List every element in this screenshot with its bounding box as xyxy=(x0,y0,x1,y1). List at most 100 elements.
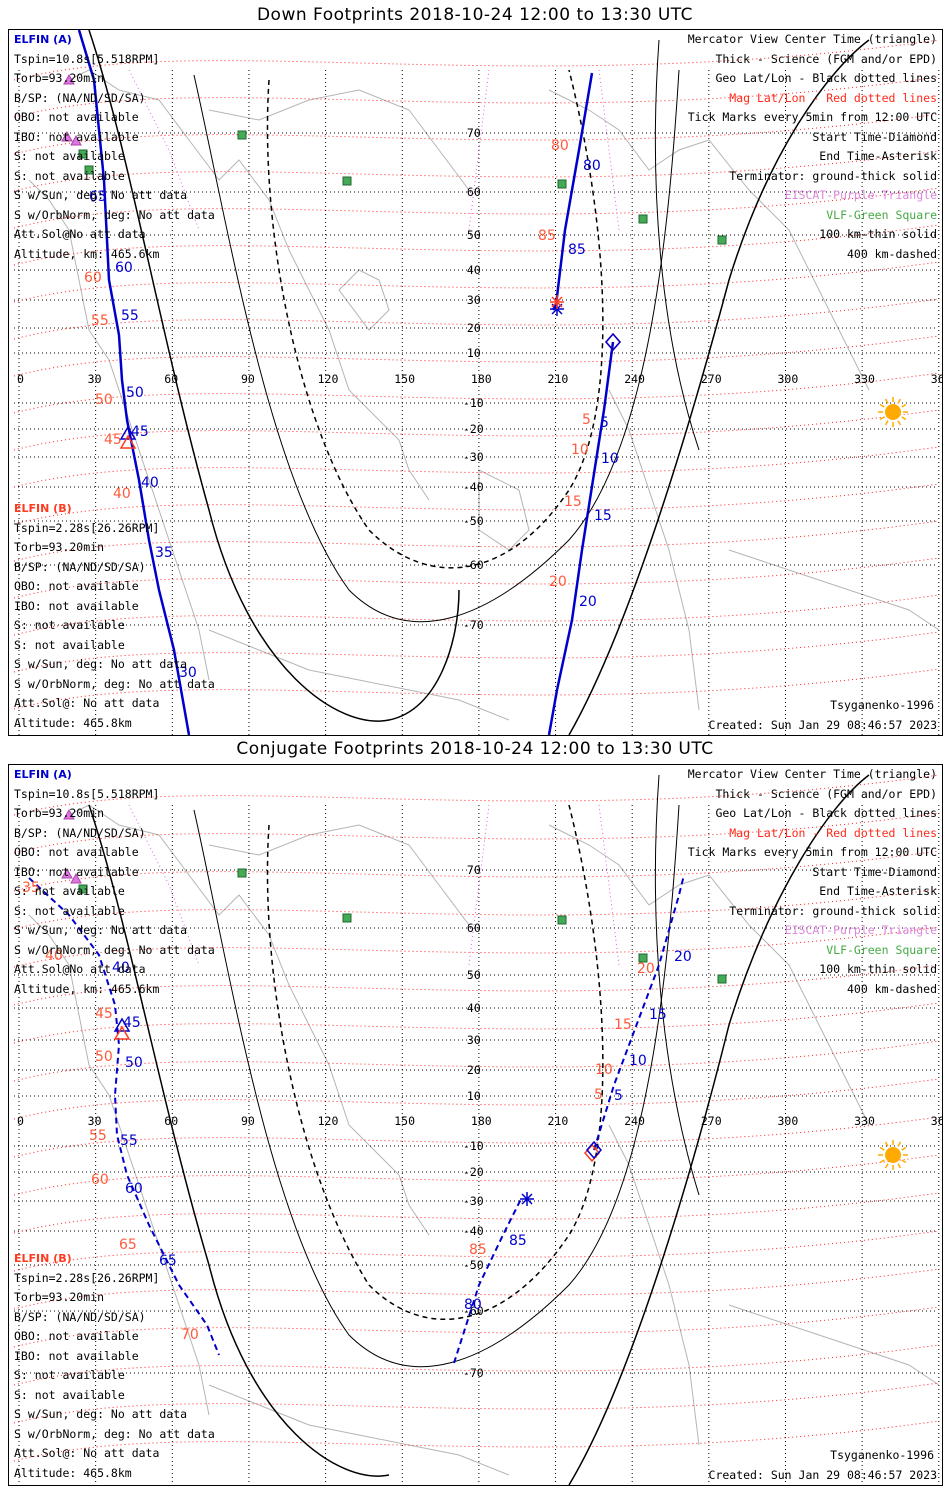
lat-label: -20 xyxy=(463,1165,484,1179)
lat-label: 10 xyxy=(467,1089,481,1103)
tick-label: 5 xyxy=(614,1088,623,1104)
terminator-100km xyxy=(193,69,680,623)
legend-item: Start Time-Diamond xyxy=(812,129,937,144)
tick-label: 20 xyxy=(674,949,692,965)
elfin-b-line: Tspin=2.28s[26.26RPM] xyxy=(14,1270,160,1285)
legend-item: Geo Lat/Lon - Black dotted lines xyxy=(715,806,937,820)
terminator-400km xyxy=(266,69,604,569)
vlf-station-marker xyxy=(342,913,352,923)
lat-label: 70 xyxy=(467,126,481,140)
elfin-b-line: S: not available xyxy=(14,618,125,632)
coastline xyxy=(338,269,390,331)
tick-label: 35 xyxy=(22,880,40,896)
lat-label: -50 xyxy=(463,514,484,528)
tick-label: 15 xyxy=(614,1017,632,1033)
lon-label: 330 xyxy=(854,372,875,386)
coastline xyxy=(208,89,470,191)
coastline xyxy=(68,69,430,501)
lon-label: 270 xyxy=(701,1114,722,1128)
tick-label: 20 xyxy=(549,574,567,590)
legend-item: Thick - Science (FGM and/or EPD) xyxy=(715,51,937,66)
elfin-b-line: Att.Sol@: No att data xyxy=(14,696,160,710)
elfin-a-header: ELFIN (A) xyxy=(14,768,72,781)
lon-label: 60 xyxy=(164,1114,178,1128)
elfin-a-line: S w/Sun, deg: No att data xyxy=(14,188,188,202)
tick-label: 60 xyxy=(115,260,133,276)
elfin-b-line: S w/Sun, deg: No att data xyxy=(14,1407,188,1421)
elfin-a-line: S: not available xyxy=(14,168,125,183)
elfin-a-line: Torb=93.20min xyxy=(14,71,105,85)
tick-label: 70 xyxy=(181,1327,199,1343)
lon-label: 150 xyxy=(394,1114,415,1128)
elfin-b-line: Torb=93.20min xyxy=(14,1290,105,1304)
center-time-triangle xyxy=(119,434,137,449)
lon-label: 330 xyxy=(854,1114,875,1128)
legend-item: Mag Lat/Lon - Red dotted lines xyxy=(729,90,937,105)
lat-label: -20 xyxy=(463,422,484,436)
elfin-a-line: S: not available xyxy=(14,903,125,918)
elfin-a-line: Tspin=10.8s[5.518RPM] xyxy=(14,51,160,66)
lon-label: 0 xyxy=(17,372,24,386)
coastline xyxy=(548,89,870,391)
tick-label: 55 xyxy=(91,313,109,329)
tick-label: 65 xyxy=(89,189,107,205)
lat-label: -10 xyxy=(463,1139,484,1153)
legend-item: 400 km-dashed xyxy=(846,246,937,261)
tick-label: 85 xyxy=(538,228,556,244)
lat-label: 50 xyxy=(467,968,481,982)
lat-label: -70 xyxy=(463,1366,484,1380)
lon-label: 90 xyxy=(241,1114,255,1128)
lat-label: -10 xyxy=(463,396,484,410)
elfin-a-line: Tspin=10.8s[5.518RPM] xyxy=(14,786,160,801)
eiscat-marker xyxy=(61,130,73,142)
legend-item: Geo Lat/Lon - Black dotted lines xyxy=(715,71,937,85)
terminator-100km-right xyxy=(654,774,700,1196)
tick-label: 50 xyxy=(125,1055,143,1071)
sun-icon xyxy=(878,397,908,427)
vlf-station-marker xyxy=(557,179,567,189)
lon-label: 90 xyxy=(241,372,255,386)
legend-item: End Time-Asterisk xyxy=(819,149,937,163)
lon-label: 240 xyxy=(624,1114,645,1128)
coastline xyxy=(728,549,940,631)
tick-label: 60 xyxy=(91,1172,109,1188)
legend-item: 100 km-thin solid xyxy=(819,227,937,241)
tick-label: 10 xyxy=(571,442,589,458)
tick-label: 80 xyxy=(583,158,601,174)
lat-label: 10 xyxy=(467,346,481,360)
lat-label: 40 xyxy=(467,1001,481,1015)
elfin-b-track-west xyxy=(453,1198,522,1364)
elfin-a-line: Att.Sol@No att data xyxy=(14,227,146,241)
lon-label: 120 xyxy=(318,1114,339,1128)
lon-label: 300 xyxy=(778,1114,799,1128)
elfin-b-line: S: not available xyxy=(14,1368,125,1382)
lat-label: -40 xyxy=(463,1224,484,1238)
tick-label: 10 xyxy=(629,1053,647,1069)
tick-label: 20 xyxy=(637,961,655,977)
created-timestamp: Created: Sun Jan 29 08:46:57 2023 xyxy=(708,718,937,732)
elfin-a-line: S w/Sun, deg: No att data xyxy=(14,923,188,937)
coastline xyxy=(208,824,470,926)
elfin-b-line: S: not available xyxy=(14,1387,125,1402)
elfin-b-line: S w/Sun, deg: No att data xyxy=(14,657,188,671)
lat-label: -70 xyxy=(463,618,484,632)
legend: Mercator View Center Time (triangle) Thic… xyxy=(688,30,937,264)
coastline xyxy=(608,389,700,711)
elfin-a-line: Altitude, km: 465.6km xyxy=(14,981,160,996)
elfin-a-line: S w/OrbNorm, deg: No att data xyxy=(14,942,215,957)
map-canvas: 0 30 60 90 120 150 180 210 240 270 300 330 360 70 60 50… xyxy=(13,30,942,735)
elfin-b-line: Torb=93.20min xyxy=(14,540,105,554)
tick-label: 20 xyxy=(579,594,597,610)
elfin-b-line: S w/OrbNorm, deg: No att data xyxy=(14,1426,215,1441)
end-time-asterisk xyxy=(550,295,564,309)
lon-label: 60 xyxy=(164,372,178,386)
tick-label: 80 xyxy=(551,138,569,154)
coastline xyxy=(208,1384,510,1476)
coastline xyxy=(478,469,530,551)
elfin-a-header: ELFIN (A) xyxy=(14,33,72,46)
start-time-diamond xyxy=(605,332,621,352)
vlf-station-marker xyxy=(717,235,727,245)
legend-item: 400 km-dashed xyxy=(846,981,937,996)
eiscat-marker xyxy=(70,872,82,884)
terminator-100km xyxy=(193,804,680,1368)
